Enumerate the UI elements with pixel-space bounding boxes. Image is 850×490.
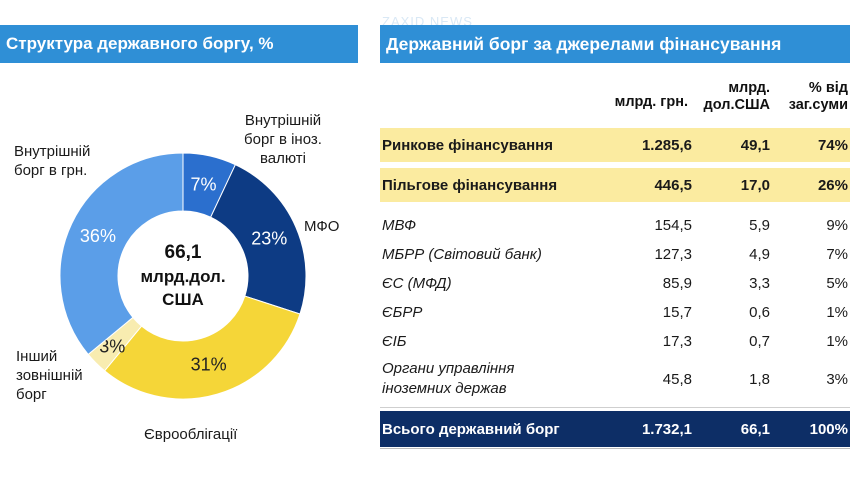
cell-usd: 0,6 (749, 303, 770, 321)
cell-pct: 3% (826, 370, 848, 388)
cell-pct: 74% (817, 136, 848, 154)
cell-uah: 127,3 (654, 245, 692, 263)
table-row-concessional-financing: Пільгове фінансування 446,5 17,0 26% (380, 168, 850, 202)
table-divider-bottom (380, 448, 850, 449)
row-label: Органи управління іноземних держав (382, 360, 515, 397)
cell-usd: 4,9 (749, 245, 770, 263)
cell-pct: 7% (826, 245, 848, 263)
table-row: ЄІБ 17,3 0,7 1% (380, 327, 850, 355)
cell-pct: 100% (809, 420, 848, 438)
cell-usd: 1,8 (749, 370, 770, 388)
cell-pct: 1% (826, 332, 848, 350)
row-label: МВФ (382, 216, 417, 234)
column-header-usd: млрд. дол.США (703, 80, 770, 113)
cell-usd: 49,1 (740, 136, 770, 154)
slice-domestic-uah (59, 152, 184, 356)
donut-hole (119, 212, 247, 340)
slice-eurobonds (103, 295, 301, 400)
cell-usd: 5,9 (749, 216, 770, 234)
outer-label-eurobonds: Єврооблігації (144, 426, 238, 443)
left-panel-title: Структура державного боргу, % (0, 25, 358, 63)
table-row-total: Всього державний борг 1.732,1 66,1 100% (380, 411, 850, 447)
slice-value-label-mfo: 23% (251, 229, 287, 249)
column-header-pct: % від заг.суми (788, 80, 848, 113)
cell-pct: 26% (817, 176, 848, 194)
column-header-uah: млрд. грн. (614, 94, 688, 110)
outer-label-domestic-uah: Внутрішній борг в грн. (14, 143, 91, 179)
slice-mfo (210, 164, 307, 315)
table-row-market-financing: Ринкове фінансування 1.285,6 49,1 74% (380, 128, 850, 162)
outer-label-mfo: МФО (304, 218, 340, 235)
cell-uah: 15,7 (662, 303, 692, 321)
outer-label-other-external: Інший зовнішній борг (16, 348, 83, 403)
center-total-line-3: США (162, 290, 204, 309)
table-row: Органи управління іноземних держав 45,8 … (380, 357, 850, 401)
right-panel-title: Державний борг за джерелами фінансування (380, 25, 850, 63)
row-label: Всього державний борг (382, 420, 560, 438)
row-label: МБРР (Світовий банк) (382, 245, 542, 263)
table-row: ЄС (МФД) 85,9 3,3 5% (380, 269, 850, 297)
cell-uah: 45,8 (662, 370, 692, 388)
cell-uah: 446,5 (654, 176, 692, 194)
table-row: ЄБРР 15,7 0,6 1% (380, 298, 850, 326)
slice-value-label-domestic-uah: 36% (80, 226, 116, 246)
table-row: МВФ 154,5 5,9 9% (380, 211, 850, 239)
cell-usd: 17,0 (740, 176, 770, 194)
center-total-line-1: 66,1 (165, 242, 202, 263)
cell-usd: 66,1 (740, 420, 770, 438)
slice-value-label-foreign-currency-domestic: 7% (190, 174, 216, 194)
cell-uah: 1.732,1 (641, 420, 692, 438)
center-total-line-2: млрд.дол. (140, 267, 225, 286)
cell-pct: 9% (826, 216, 848, 234)
row-label: ЄБРР (382, 303, 423, 321)
table-divider (380, 407, 850, 408)
cell-uah: 154,5 (654, 216, 692, 234)
cell-uah: 1.285,6 (641, 136, 692, 154)
cell-uah: 17,3 (662, 332, 692, 350)
row-label: Ринкове фінансування (382, 136, 553, 154)
cell-usd: 3,3 (749, 274, 770, 292)
row-label: Пільгове фінансування (382, 176, 558, 194)
table-row: МБРР (Світовий банк) 127,3 4,9 7% (380, 240, 850, 268)
cell-pct: 1% (826, 303, 848, 321)
cell-usd: 0,7 (749, 332, 770, 350)
cell-pct: 5% (826, 274, 848, 292)
donut-chart: 7% 23% 31% 3% 36% 66,1 млрд.дол. США (59, 152, 307, 400)
cell-uah: 85,9 (662, 274, 692, 292)
outer-label-foreign-currency-domestic: Внутрішній борг в іноз. валюті (244, 112, 322, 167)
row-label: ЄС (МФД) (382, 274, 452, 292)
slice-value-label-other-external: 3% (99, 337, 125, 357)
slice-value-label-eurobonds: 31% (191, 354, 227, 374)
row-label: ЄІБ (382, 332, 407, 350)
debt-structure-panel: 7% 23% 31% 3% 36% 66,1 млрд.дол. США Внутрішній… (0, 0, 362, 490)
